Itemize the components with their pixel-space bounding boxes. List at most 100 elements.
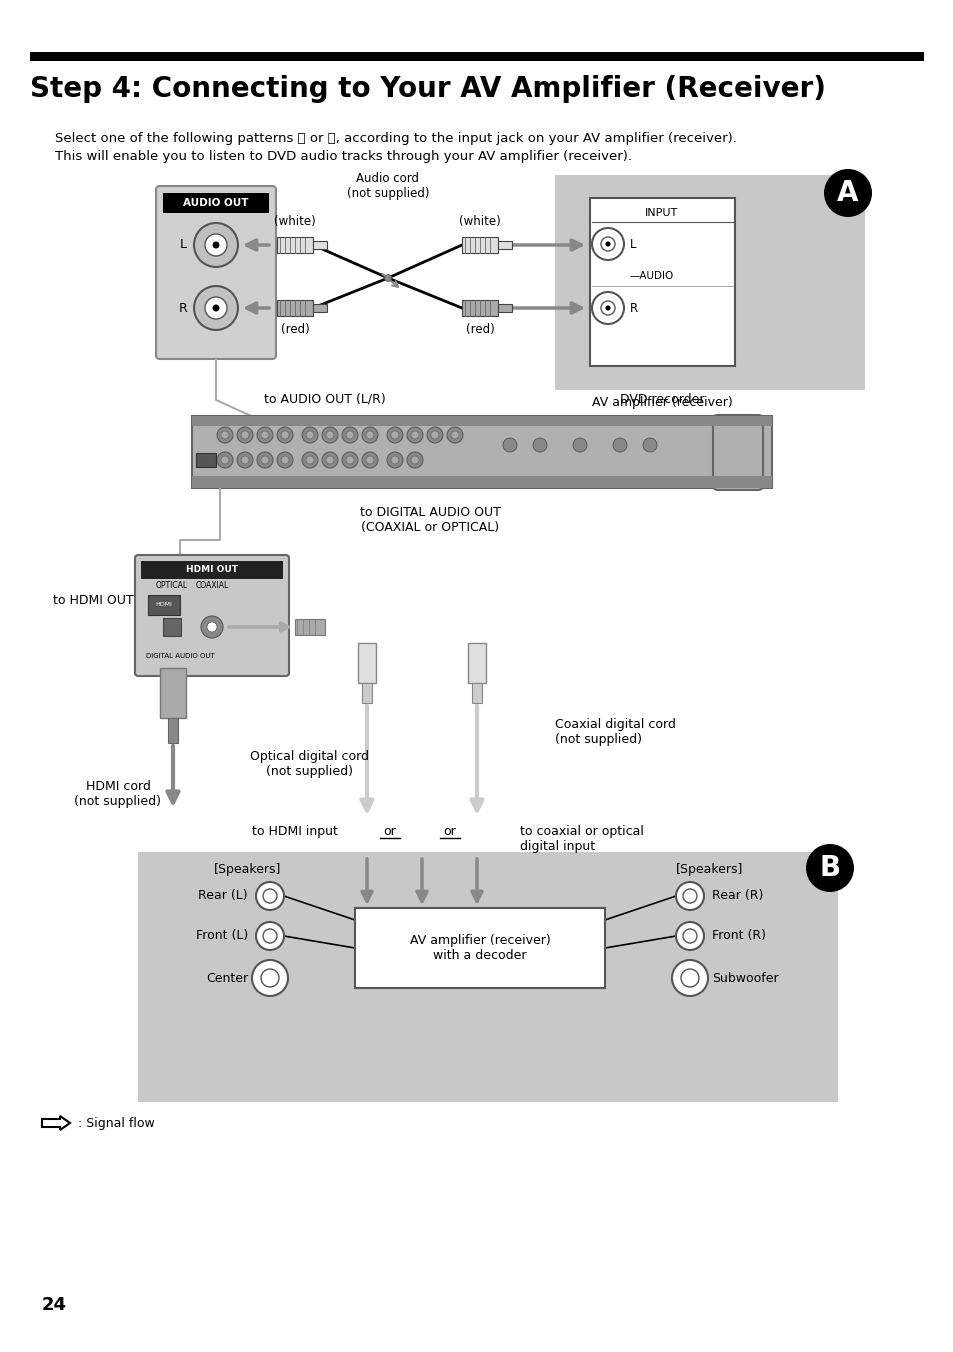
Bar [163, 618, 181, 635]
Circle shape [326, 456, 334, 464]
Circle shape [236, 452, 253, 468]
Text: DVD recorder: DVD recorder [619, 393, 703, 406]
Circle shape [600, 301, 615, 315]
Circle shape [346, 456, 354, 464]
Bar [497, 304, 512, 312]
FancyBboxPatch shape [712, 415, 762, 489]
Text: Audio cord
(not supplied): Audio cord (not supplied) [346, 172, 429, 200]
Text: R: R [629, 301, 638, 315]
Circle shape [447, 427, 462, 443]
Circle shape [592, 228, 623, 260]
Circle shape [391, 431, 398, 439]
Circle shape [676, 922, 703, 950]
Circle shape [306, 431, 314, 439]
Bar [313, 304, 327, 312]
Text: HDMI cord
(not supplied): HDMI cord (not supplied) [74, 780, 161, 808]
Circle shape [261, 969, 278, 987]
FancyBboxPatch shape [135, 556, 289, 676]
Circle shape [276, 452, 293, 468]
Circle shape [322, 427, 337, 443]
Bar [355, 909, 604, 988]
Text: (white): (white) [458, 215, 500, 228]
Text: Step 4: Connecting to Your AV Amplifier (Receiver): Step 4: Connecting to Your AV Amplifier … [30, 74, 825, 103]
Circle shape [361, 452, 377, 468]
Bar [294, 619, 325, 635]
Circle shape [533, 438, 546, 452]
Bar [361, 683, 372, 703]
Circle shape [451, 431, 458, 439]
Circle shape [207, 622, 216, 631]
Circle shape [682, 929, 697, 942]
Bar [461, 300, 497, 316]
Circle shape [341, 452, 357, 468]
Circle shape [411, 456, 418, 464]
Circle shape [302, 427, 317, 443]
Circle shape [573, 438, 586, 452]
Polygon shape [148, 595, 180, 615]
Text: Coaxial digital cord
(not supplied): Coaxial digital cord (not supplied) [555, 718, 675, 746]
Circle shape [255, 922, 284, 950]
Text: B: B [819, 854, 840, 882]
Bar [555, 174, 864, 389]
Circle shape [642, 438, 657, 452]
Circle shape [502, 438, 517, 452]
Circle shape [256, 427, 273, 443]
Text: to AUDIO OUT (L/R): to AUDIO OUT (L/R) [264, 393, 385, 406]
Text: A: A [837, 178, 858, 207]
Circle shape [263, 890, 276, 903]
Text: OPTICAL: OPTICAL [155, 581, 188, 591]
Text: R: R [178, 301, 187, 315]
Circle shape [261, 456, 269, 464]
Circle shape [680, 969, 699, 987]
Text: Front (R): Front (R) [711, 930, 765, 942]
Circle shape [193, 223, 237, 266]
Circle shape [361, 427, 377, 443]
Text: to DIGITAL AUDIO OUT
(COAXIAL or OPTICAL): to DIGITAL AUDIO OUT (COAXIAL or OPTICAL… [359, 506, 500, 534]
Bar [168, 718, 178, 744]
Bar [276, 300, 313, 316]
Bar [276, 237, 313, 253]
Polygon shape [42, 1115, 70, 1130]
Circle shape [341, 427, 357, 443]
Circle shape [261, 431, 269, 439]
Text: to HDMI OUT: to HDMI OUT [53, 594, 133, 607]
Bar [313, 241, 327, 249]
Circle shape [366, 456, 374, 464]
Circle shape [600, 237, 615, 251]
Circle shape [213, 242, 219, 249]
Circle shape [605, 306, 610, 311]
Text: Front (L): Front (L) [195, 930, 248, 942]
Text: or: or [383, 825, 395, 838]
Circle shape [676, 882, 703, 910]
Circle shape [346, 431, 354, 439]
Text: 24: 24 [42, 1297, 67, 1314]
Text: L: L [629, 238, 636, 250]
Text: Subwoofer: Subwoofer [711, 972, 778, 984]
Circle shape [193, 287, 237, 330]
Circle shape [241, 431, 249, 439]
Circle shape [221, 456, 229, 464]
Circle shape [281, 431, 289, 439]
Circle shape [391, 456, 398, 464]
Circle shape [605, 242, 610, 246]
Text: —AUDIO: —AUDIO [629, 270, 674, 281]
Circle shape [322, 452, 337, 468]
Circle shape [256, 452, 273, 468]
Bar [138, 852, 837, 1102]
Bar [357, 644, 375, 683]
Bar [141, 561, 283, 579]
Text: [Speakers]: [Speakers] [214, 863, 281, 876]
Circle shape [592, 292, 623, 324]
Bar [192, 416, 771, 426]
Circle shape [407, 427, 422, 443]
Text: : Signal flow: : Signal flow [78, 1117, 154, 1129]
Bar [30, 51, 923, 61]
Text: AV amplifier (receiver): AV amplifier (receiver) [591, 396, 732, 410]
Text: Optical digital cord
(not supplied): Optical digital cord (not supplied) [251, 750, 369, 777]
Text: to coaxial or optical
digital input: to coaxial or optical digital input [519, 825, 643, 853]
Text: AV amplifier (receiver)
with a decoder: AV amplifier (receiver) with a decoder [409, 934, 550, 963]
Text: AUDIO OUT: AUDIO OUT [183, 197, 249, 208]
Circle shape [805, 844, 853, 892]
Text: (white): (white) [274, 215, 315, 228]
Circle shape [384, 274, 391, 281]
